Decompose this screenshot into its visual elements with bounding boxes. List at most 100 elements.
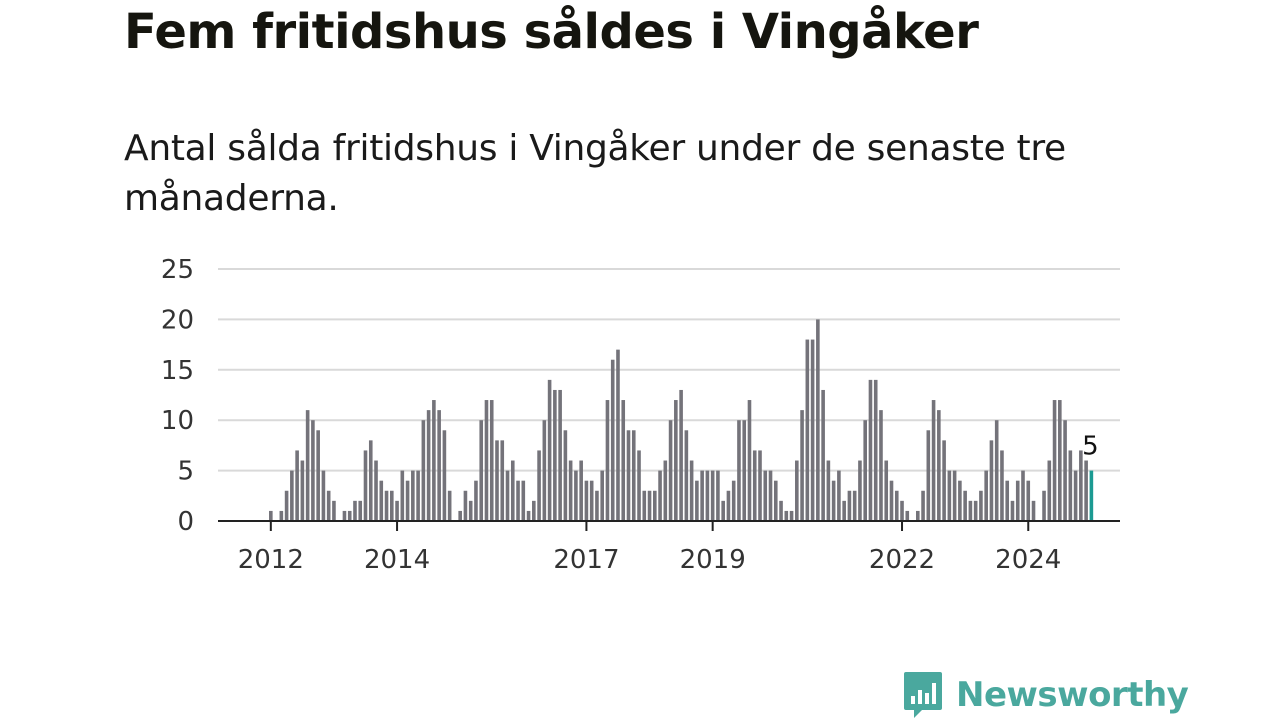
bar bbox=[989, 440, 994, 521]
bar bbox=[668, 420, 673, 521]
bar bbox=[300, 460, 305, 521]
bar bbox=[773, 480, 778, 521]
bar bbox=[537, 450, 541, 521]
bar bbox=[516, 480, 520, 521]
bar bbox=[595, 490, 599, 521]
bar bbox=[973, 500, 978, 521]
bar bbox=[347, 510, 352, 521]
bar bbox=[1010, 500, 1015, 521]
bar bbox=[779, 500, 783, 521]
bar bbox=[742, 420, 747, 521]
bar bbox=[816, 319, 820, 521]
x-tick-label: 2012 bbox=[238, 545, 304, 575]
bar bbox=[842, 500, 846, 521]
bar bbox=[326, 490, 331, 521]
bar bbox=[1068, 450, 1073, 521]
bar bbox=[332, 500, 336, 521]
bar bbox=[826, 460, 831, 521]
bar bbox=[437, 410, 441, 521]
bar bbox=[647, 490, 652, 521]
bar bbox=[279, 510, 284, 521]
bar bbox=[784, 510, 789, 521]
bar bbox=[484, 400, 489, 521]
bar bbox=[368, 440, 373, 521]
bar bbox=[921, 490, 925, 521]
bar bbox=[637, 450, 641, 521]
bar bbox=[468, 500, 473, 521]
bar bbox=[747, 400, 752, 521]
bar bbox=[500, 440, 505, 521]
bar bbox=[705, 470, 710, 521]
bar bbox=[416, 470, 420, 521]
bar bbox=[521, 480, 526, 521]
bar bbox=[952, 470, 957, 521]
bar bbox=[1000, 450, 1004, 521]
bar bbox=[695, 480, 699, 521]
bar bbox=[710, 470, 715, 521]
bar bbox=[547, 379, 552, 521]
bar bbox=[831, 480, 836, 521]
highlight-data-label: 5 bbox=[1082, 432, 1099, 462]
bar bbox=[700, 470, 704, 521]
bar bbox=[805, 339, 810, 521]
bar bbox=[1058, 400, 1062, 521]
bar bbox=[789, 510, 794, 521]
bar bbox=[795, 460, 799, 521]
chart-subtitle: Antal sålda fritidshus i Vingåker under … bbox=[124, 128, 1066, 219]
bar bbox=[363, 450, 368, 521]
bar bbox=[1079, 450, 1083, 521]
bar bbox=[979, 490, 983, 521]
x-tick-label: 2022 bbox=[869, 545, 935, 575]
bar bbox=[269, 510, 273, 521]
bar bbox=[821, 389, 825, 521]
bar bbox=[721, 500, 725, 521]
bar bbox=[852, 490, 857, 521]
bar bbox=[768, 470, 773, 521]
bar bbox=[284, 490, 289, 521]
bar bbox=[605, 400, 610, 521]
bar bbox=[716, 470, 720, 521]
x-axis-ticks: 2012 2014 2017 2019 2022 2024 bbox=[218, 520, 1120, 575]
bar bbox=[463, 490, 468, 521]
bar bbox=[542, 420, 547, 521]
bar bbox=[905, 510, 910, 521]
bar bbox=[931, 400, 936, 521]
bar bbox=[426, 410, 431, 521]
bar bbox=[653, 490, 657, 521]
bar bbox=[616, 349, 620, 521]
bar bbox=[1031, 500, 1036, 521]
bar bbox=[752, 450, 757, 521]
bar bbox=[1042, 490, 1046, 521]
bar bbox=[510, 460, 515, 521]
bar bbox=[321, 470, 326, 521]
bar bbox=[642, 490, 647, 521]
x-tick-label: 2019 bbox=[680, 545, 746, 575]
bar bbox=[879, 410, 883, 521]
y-tick-label: 25 bbox=[161, 255, 194, 285]
bar bbox=[1047, 460, 1052, 521]
bar bbox=[405, 480, 410, 521]
bar bbox=[290, 470, 294, 521]
bar bbox=[868, 379, 873, 521]
bar bbox=[458, 510, 462, 521]
bar bbox=[889, 480, 894, 521]
bar bbox=[674, 400, 678, 521]
bar bbox=[384, 490, 389, 521]
bar bbox=[379, 480, 384, 521]
chart-title: Fem fritidshus såldes i Vingåker bbox=[124, 4, 979, 60]
bar bbox=[1026, 480, 1031, 521]
bar bbox=[311, 420, 315, 521]
bar bbox=[489, 400, 494, 521]
bar bbox=[1005, 480, 1010, 521]
bar bbox=[631, 430, 636, 521]
bar bbox=[884, 460, 889, 521]
bar bbox=[553, 389, 557, 521]
bar bbox=[1063, 420, 1067, 521]
bar bbox=[873, 379, 878, 521]
bar bbox=[763, 470, 768, 521]
bar bbox=[984, 470, 988, 521]
y-tick-label: 20 bbox=[161, 305, 194, 335]
x-tick-label: 2014 bbox=[364, 545, 430, 575]
bar bbox=[679, 389, 683, 521]
bar bbox=[958, 480, 962, 521]
